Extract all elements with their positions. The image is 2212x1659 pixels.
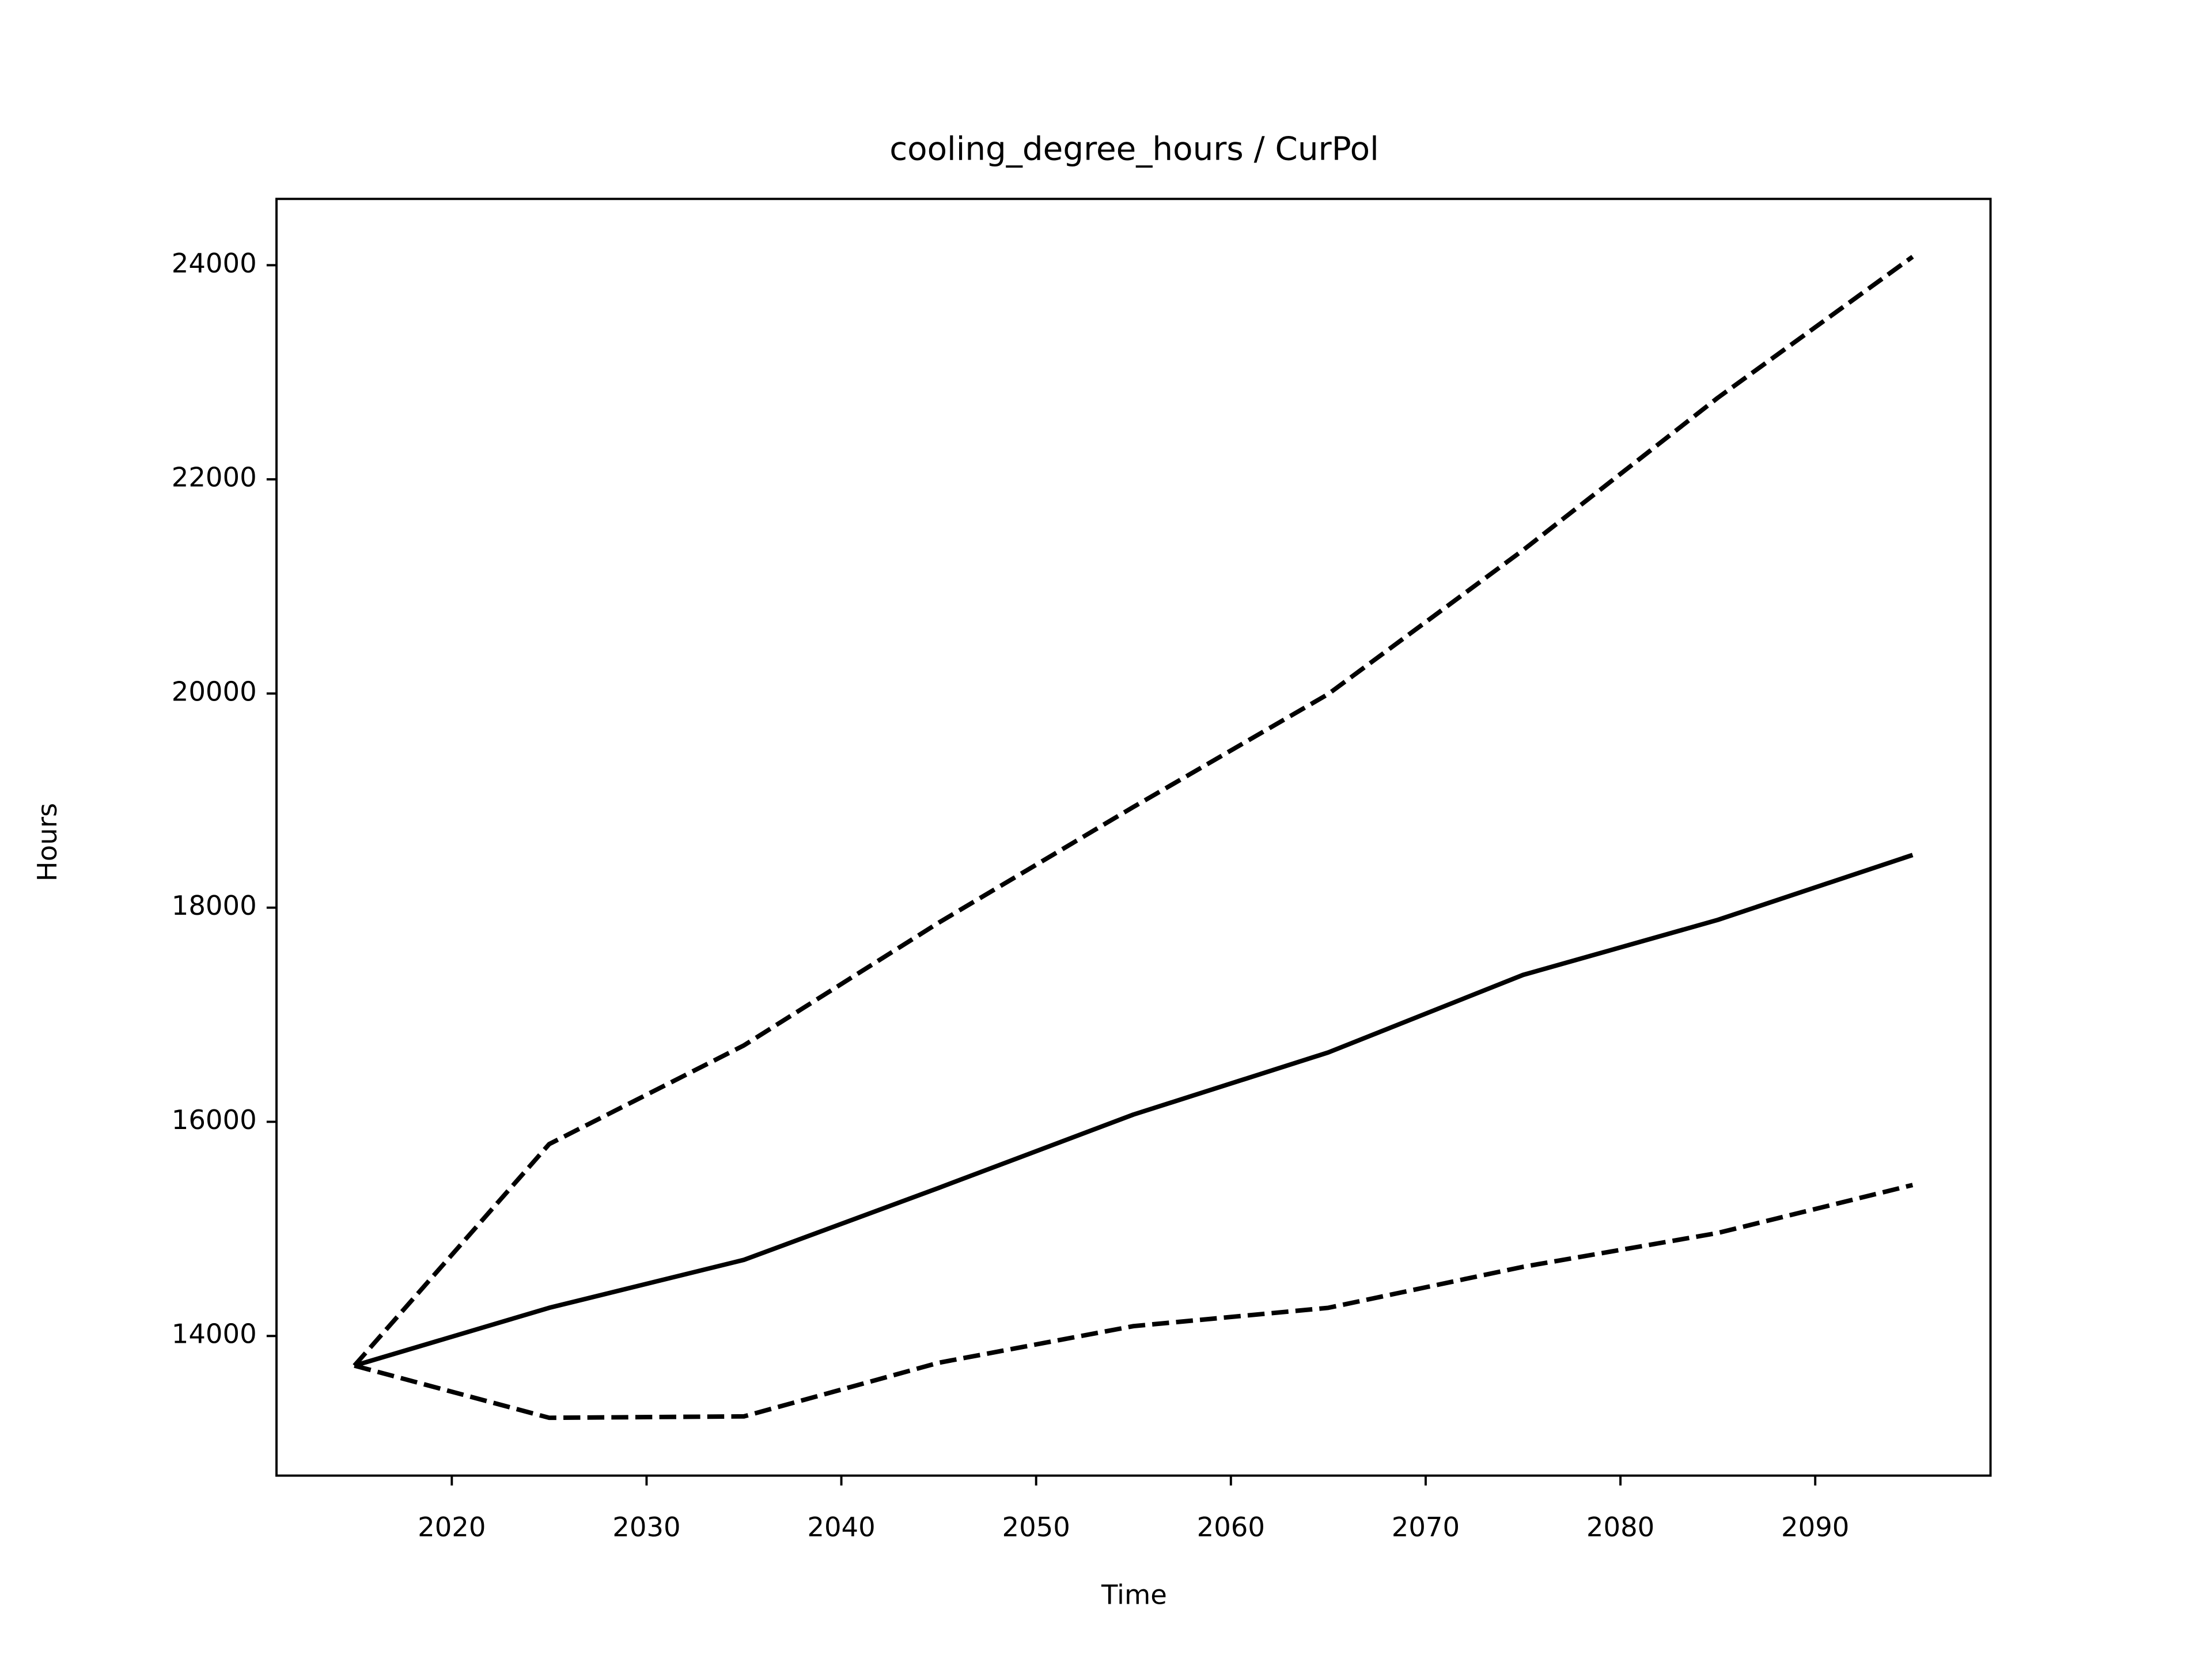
y-tick-label: 22000 <box>172 462 257 493</box>
chart-title: cooling_degree_hours / CurPol <box>889 131 1379 168</box>
x-tick-label: 2050 <box>1002 1512 1070 1543</box>
y-tick-label: 18000 <box>172 890 257 921</box>
x-tick-label: 2080 <box>1586 1512 1654 1543</box>
y-tick-label: 24000 <box>172 248 257 279</box>
x-tick-label: 2030 <box>612 1512 680 1543</box>
x-tick-label: 2020 <box>418 1512 486 1543</box>
series-line <box>354 853 1914 1368</box>
series-line <box>353 255 1914 1368</box>
y-tick-label: 14000 <box>172 1319 257 1350</box>
x-tick-label: 2040 <box>807 1512 875 1543</box>
y-tick-label: 20000 <box>172 676 257 707</box>
x-tick-label: 2090 <box>1781 1512 1849 1543</box>
plot-frame <box>275 198 1992 1477</box>
y-axis-label: Hours <box>32 803 63 881</box>
y-tick-label: 16000 <box>172 1104 257 1135</box>
x-axis-label: Time <box>1101 1580 1167 1611</box>
series-line <box>354 1183 1914 1421</box>
x-tick-label: 2070 <box>1392 1512 1460 1543</box>
x-tick-label: 2060 <box>1197 1512 1265 1543</box>
